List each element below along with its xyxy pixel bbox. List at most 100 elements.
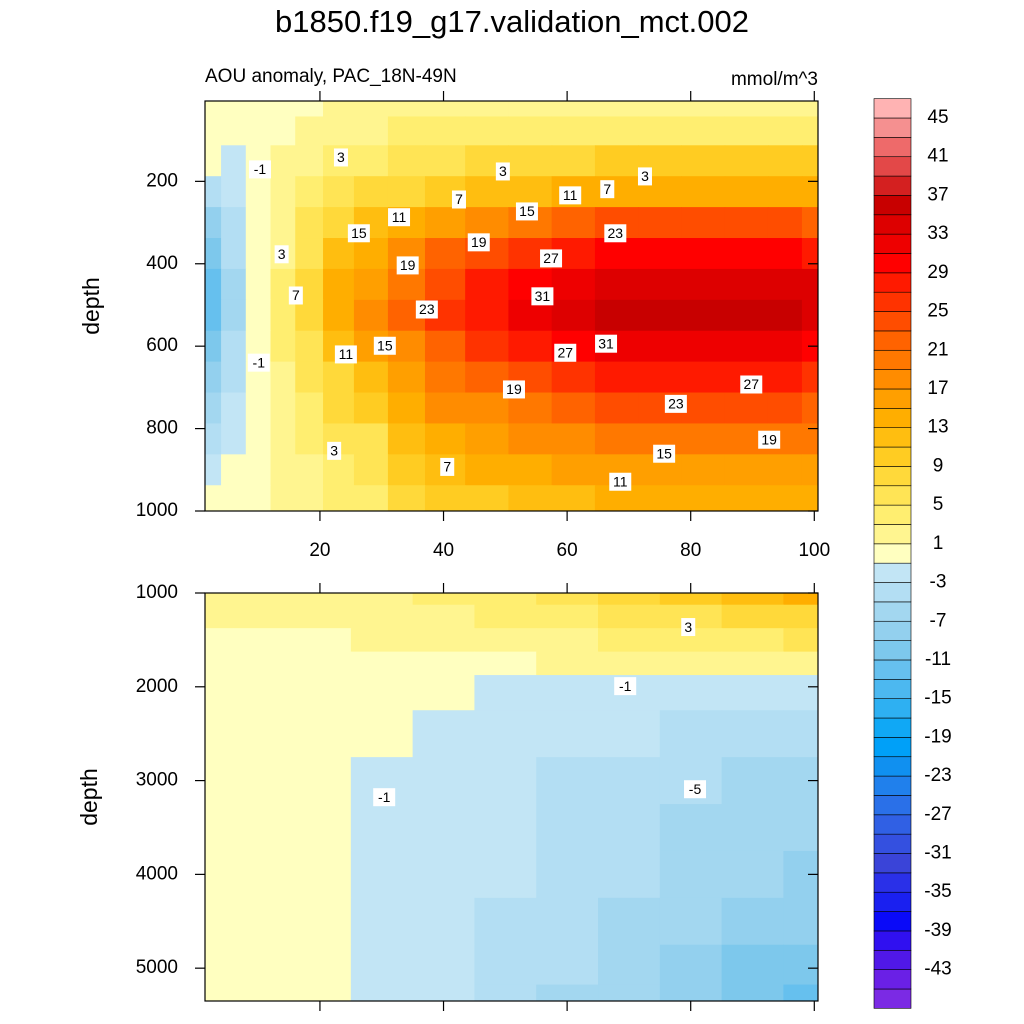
contour-cell: [205, 604, 235, 629]
colorbar-box: [873, 930, 912, 951]
contour-label: 11: [339, 346, 354, 362]
contour-label-box: [373, 788, 396, 807]
contour-cell: [598, 984, 661, 1001]
contour-cell: [270, 145, 296, 177]
contour-cell: [638, 299, 683, 332]
colorbar-label: 25: [927, 301, 948, 322]
contour-cell: [767, 116, 803, 146]
contour-label-box: [664, 394, 687, 413]
contour-cell: [551, 268, 596, 301]
contour-label-box: [540, 249, 563, 268]
contour-label-box: [467, 233, 490, 252]
contour-label: 27: [557, 344, 573, 360]
subtitle: AOU anomaly, PAC_18N-49N: [205, 66, 457, 87]
contour-cell: [245, 238, 272, 270]
contour-cell: [721, 850, 784, 899]
contour-cell: [598, 628, 661, 653]
contour-cell: [270, 392, 296, 425]
contour-cell: [412, 628, 476, 653]
contour-cell: [783, 944, 818, 986]
contour-label: 15: [519, 203, 535, 219]
contour-cell: [350, 850, 414, 899]
colorbar-box: [873, 620, 912, 641]
contour-label: 19: [506, 381, 522, 397]
colorbar-box: [873, 543, 912, 564]
colorbar-box: [873, 640, 912, 661]
contour-cell: [233, 628, 290, 653]
contour-cell: [767, 454, 803, 486]
contour-cell: [721, 651, 784, 676]
contour-cell: [289, 897, 352, 946]
colorbar-box: [873, 833, 912, 854]
contour-cell: [353, 361, 389, 394]
plot-frame: [204, 592, 819, 1002]
contour-cell: [412, 604, 476, 629]
contour-cell: [295, 238, 324, 270]
contour-cell: [474, 675, 537, 711]
contour-label: 15: [377, 337, 393, 353]
y-tick-label: 1000: [136, 500, 178, 521]
contour-cell: [721, 897, 784, 946]
contour-cell: [594, 268, 639, 301]
contour-cell: [801, 116, 818, 146]
contour-label-box: [495, 162, 510, 181]
contour-cell: [638, 238, 683, 270]
contour-cell: [536, 984, 599, 1001]
contour-cell: [681, 361, 726, 394]
contour-cell: [424, 392, 466, 425]
y-tick-label: 2000: [136, 676, 178, 697]
contour-label: 23: [668, 396, 684, 412]
colorbar-box: [873, 446, 912, 467]
contour-cell: [474, 804, 537, 852]
contour-cell: [289, 604, 352, 629]
contour-label: 11: [613, 473, 628, 489]
contour-cell: [474, 984, 537, 1001]
contour-cell: [783, 604, 818, 629]
contour-cell: [323, 101, 355, 118]
contour-cell: [270, 101, 296, 118]
contour-cell: [724, 299, 769, 332]
contour-label-box: [531, 287, 554, 306]
contour-label: 19: [400, 257, 416, 273]
contour-cell: [424, 268, 466, 301]
contour-cell: [465, 361, 510, 394]
contour-cell: [270, 423, 296, 455]
contour-cell: [536, 897, 599, 946]
contour-cell: [221, 330, 247, 363]
contour-label: 7: [603, 181, 611, 197]
colorbar-label: -27: [924, 804, 951, 825]
colorbar-box: [873, 872, 912, 893]
contour-cell: [270, 361, 296, 394]
contour-cell: [681, 485, 726, 511]
contour-cell: [681, 116, 726, 146]
contour-cell: [353, 485, 389, 511]
contour-label-box: [502, 380, 525, 399]
contour-cell: [245, 485, 272, 511]
contour-label: 3: [499, 163, 507, 179]
contour-cell: [598, 850, 661, 899]
units: mmol/m^3: [731, 69, 818, 90]
contour-cell: [659, 651, 723, 676]
contour-cell: [536, 710, 599, 758]
contour-cell: [221, 485, 247, 511]
contour-cell: [387, 392, 426, 425]
contour-cell: [801, 485, 818, 511]
contour-cell: [783, 651, 818, 676]
colorbar-box: [873, 524, 912, 545]
contour-cell: [783, 675, 818, 711]
contour-cell: [205, 423, 222, 455]
colorbar-label: 45: [927, 107, 948, 128]
contour-cell: [233, 804, 290, 852]
contour-cell: [424, 116, 466, 146]
contour-cell: [295, 454, 324, 486]
contour-label: 23: [608, 225, 624, 241]
contour-cell: [233, 675, 290, 711]
y-tick-label: 200: [146, 170, 178, 191]
colorbar-box: [873, 349, 912, 370]
contour-cell: [221, 116, 247, 146]
contour-cell: [767, 101, 803, 118]
contour-cell: [474, 628, 537, 653]
contour-label: 15: [656, 445, 672, 461]
x-tick-label: 100: [798, 540, 830, 561]
contour-cell: [681, 330, 726, 363]
